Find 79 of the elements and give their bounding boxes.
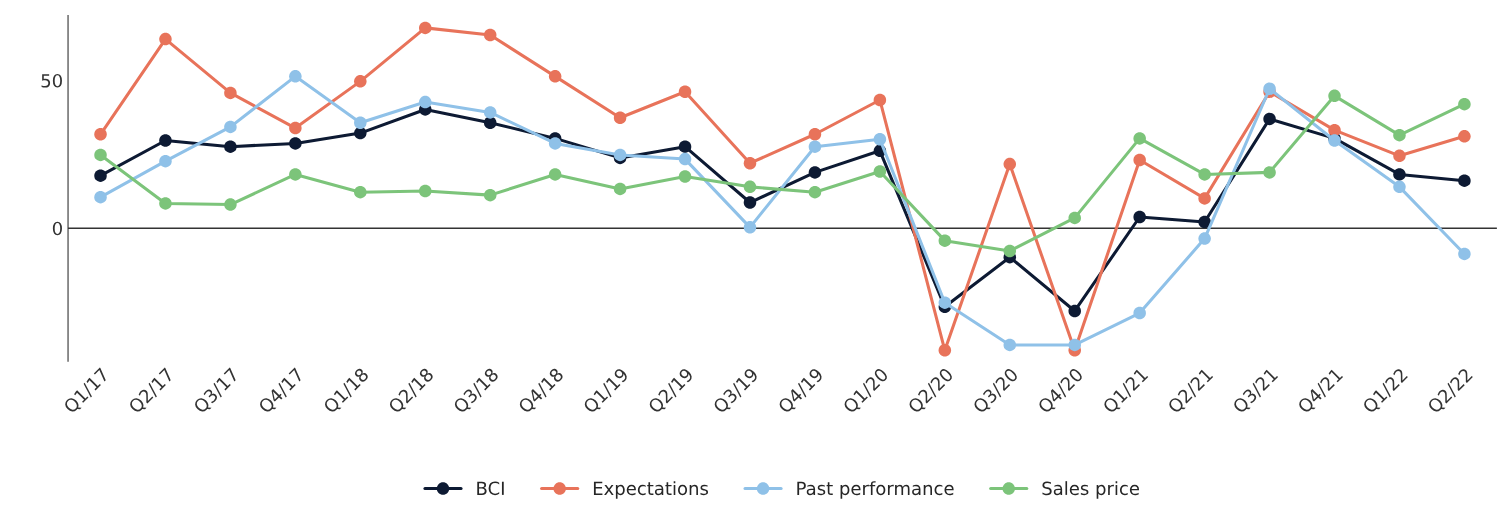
point — [1133, 153, 1146, 167]
point — [419, 95, 432, 109]
point — [224, 120, 237, 134]
point — [938, 344, 952, 357]
legend-label: BCI — [477, 481, 504, 496]
point — [224, 198, 237, 211]
point — [613, 182, 627, 196]
legend-label: Sales price — [1042, 481, 1140, 499]
point — [743, 221, 757, 234]
legend-label: Past performance — [797, 481, 954, 499]
point — [1198, 232, 1211, 245]
point — [548, 70, 562, 83]
point — [1198, 192, 1211, 205]
point — [1003, 338, 1017, 352]
point — [1263, 166, 1276, 179]
point — [354, 116, 367, 129]
point — [159, 134, 172, 147]
point — [678, 170, 692, 183]
point — [224, 86, 237, 100]
point — [808, 140, 822, 153]
point — [1458, 247, 1471, 261]
point — [1458, 130, 1471, 143]
point — [159, 32, 172, 46]
point — [1393, 128, 1406, 142]
point — [938, 296, 952, 309]
point — [159, 197, 172, 210]
y-tick-label: 0 — [52, 221, 62, 236]
point — [548, 168, 562, 181]
point — [289, 137, 302, 150]
y-tick-label: 50 — [41, 73, 62, 88]
point — [354, 185, 367, 199]
point — [289, 121, 302, 135]
point — [808, 185, 822, 199]
point — [1068, 211, 1081, 225]
point — [1068, 304, 1081, 318]
point — [938, 234, 952, 247]
point — [808, 166, 822, 179]
point — [1393, 168, 1406, 181]
point — [224, 140, 237, 153]
point — [159, 154, 172, 168]
point — [289, 70, 302, 83]
point — [1328, 89, 1341, 103]
point — [1198, 215, 1211, 229]
point — [1458, 97, 1471, 111]
point — [289, 168, 302, 181]
point — [1263, 112, 1276, 126]
point — [483, 188, 497, 202]
point — [873, 165, 887, 178]
point — [1393, 149, 1406, 163]
point — [678, 152, 692, 166]
point — [1198, 168, 1211, 181]
point — [613, 111, 627, 124]
point — [94, 169, 107, 182]
point — [1133, 306, 1146, 320]
point — [483, 106, 497, 119]
point — [678, 85, 692, 98]
point — [94, 128, 107, 141]
point — [94, 190, 107, 204]
point — [873, 133, 887, 146]
point — [94, 148, 107, 162]
point — [873, 93, 887, 107]
point — [1393, 180, 1406, 194]
point — [743, 196, 757, 209]
point — [354, 75, 367, 88]
point — [678, 140, 692, 153]
point — [1003, 244, 1017, 258]
point — [1068, 338, 1081, 352]
point — [743, 180, 757, 194]
point — [548, 137, 562, 150]
point — [419, 21, 432, 35]
legend-label: Expectations — [593, 481, 709, 499]
point — [1003, 157, 1017, 171]
point — [483, 28, 497, 42]
point — [419, 184, 432, 198]
point — [808, 128, 822, 141]
point — [1458, 174, 1471, 187]
point — [1133, 210, 1146, 224]
point — [743, 156, 757, 170]
point — [1133, 132, 1146, 145]
